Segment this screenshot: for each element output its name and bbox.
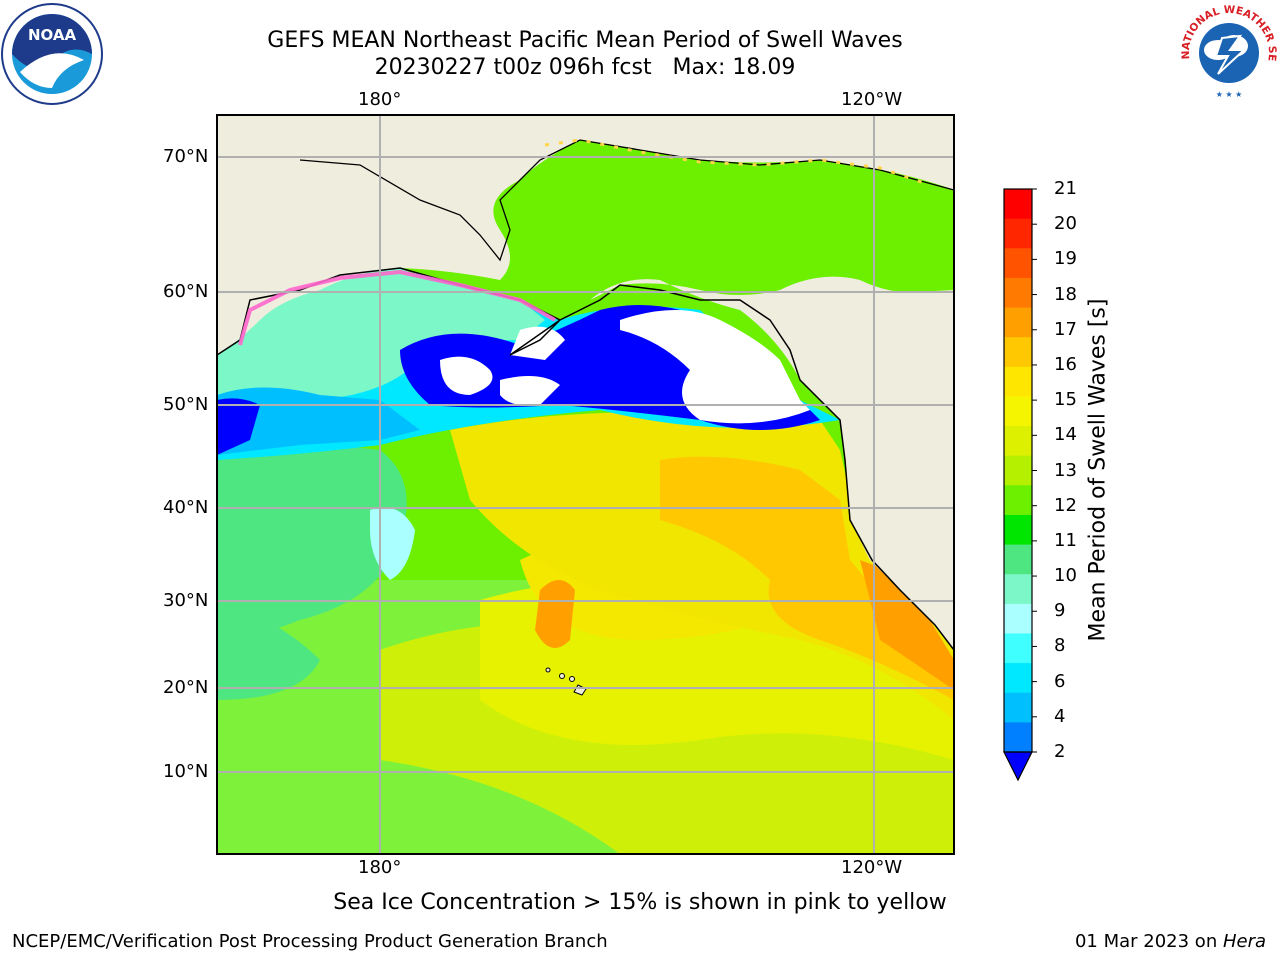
- colorbar-swatch: [1004, 366, 1032, 397]
- noaa-logo: NOAA: [1, 3, 103, 105]
- lon-label-top-180: 180°: [358, 89, 402, 110]
- lat-label-50n: 50°N: [163, 394, 209, 415]
- colorbar-title: Mean Period of Swell Waves [s]: [1085, 298, 1111, 642]
- colorbar-extend-arrow: [1003, 751, 1033, 782]
- colorbar-tick-label: 16: [1054, 353, 1077, 375]
- lat-label-10n: 10°N: [163, 761, 209, 782]
- colorbar-swatch: [1004, 485, 1032, 516]
- colorbar-tick-label: 19: [1054, 248, 1077, 270]
- colorbar-tick-label: 10: [1054, 565, 1077, 587]
- lat-label-60n: 60°N: [163, 281, 209, 302]
- colorbar-swatch: [1004, 426, 1032, 457]
- colorbar-swatch: [1004, 396, 1032, 427]
- colorbar-swatch: [1004, 307, 1032, 338]
- colorbar-swatch: [1004, 189, 1032, 220]
- colorbar-swatch: [1004, 603, 1032, 634]
- colorbar-tick-label: 20: [1054, 213, 1077, 235]
- map-field: [217, 115, 954, 854]
- colorbar-tick-label: 18: [1054, 283, 1077, 305]
- colorbar: [1003, 188, 1037, 782]
- colorbar-swatch: [1004, 455, 1032, 486]
- colorbar-tick-label: 17: [1054, 318, 1077, 340]
- colorbar-tick-label: 6: [1054, 670, 1066, 692]
- colorbar-swatch: [1004, 514, 1032, 546]
- lon-label-bottom-180: 180°: [358, 857, 402, 878]
- lon-label-bottom-120w: 120°W: [841, 857, 903, 878]
- footer-credit: NCEP/EMC/Verification Post Processing Pr…: [12, 931, 608, 952]
- colorbar-swatch: [1004, 248, 1032, 279]
- colorbar-swatch: [1004, 218, 1032, 249]
- colorbar-swatch: [1004, 277, 1032, 309]
- colorbar-swatch: [1004, 722, 1032, 753]
- footer-date-text: 01 Mar 2023 on: [1074, 931, 1223, 952]
- sea-ice-note: Sea Ice Concentration > 15% is shown in …: [333, 890, 947, 915]
- colorbar-swatch: [1004, 663, 1032, 694]
- lat-label-30n: 30°N: [163, 590, 209, 611]
- graticule: [217, 115, 954, 854]
- colorbar-tick-label: 2: [1054, 741, 1066, 762]
- lat-label-40n: 40°N: [163, 497, 209, 518]
- colorbar-tick-label: 11: [1054, 529, 1077, 551]
- noaa-logo-text: NOAA: [28, 26, 77, 44]
- colorbar-tick-label: 9: [1054, 600, 1066, 622]
- colorbar-swatch: [1004, 544, 1032, 575]
- colorbar-tick-label: 13: [1054, 459, 1077, 481]
- svg-text:★ ★ ★: ★ ★ ★: [1216, 90, 1243, 99]
- chart-subtitle: 20230227 t00z 096h fcst Max: 18.09: [374, 55, 796, 80]
- colorbar-swatch: [1004, 692, 1032, 723]
- footer-host: Hera: [1222, 931, 1266, 952]
- colorbar-swatch: [1004, 337, 1032, 368]
- nws-logo: NATIONAL WEATHER SERVICE ★ ★ ★: [1178, 2, 1278, 102]
- lat-label-70n: 70°N: [163, 146, 209, 167]
- chart-title: GEFS MEAN Northeast Pacific Mean Period …: [267, 28, 903, 53]
- lat-label-20n: 20°N: [163, 677, 209, 698]
- colorbar-tick-label: 21: [1054, 178, 1077, 199]
- colorbar-tick-label: 4: [1054, 705, 1066, 727]
- lon-label-top-120w: 120°W: [841, 89, 903, 110]
- map-frame: [216, 114, 955, 855]
- colorbar-tick-label: 14: [1054, 424, 1077, 446]
- colorbar-tick-label: 15: [1054, 389, 1077, 411]
- colorbar-swatch: [1004, 633, 1032, 664]
- colorbar-tick-label: 8: [1054, 635, 1066, 657]
- colorbar-tick-label: 12: [1054, 494, 1077, 516]
- footer-date: 01 Mar 2023 on Hera: [1075, 931, 1266, 952]
- colorbar-swatch: [1004, 574, 1032, 605]
